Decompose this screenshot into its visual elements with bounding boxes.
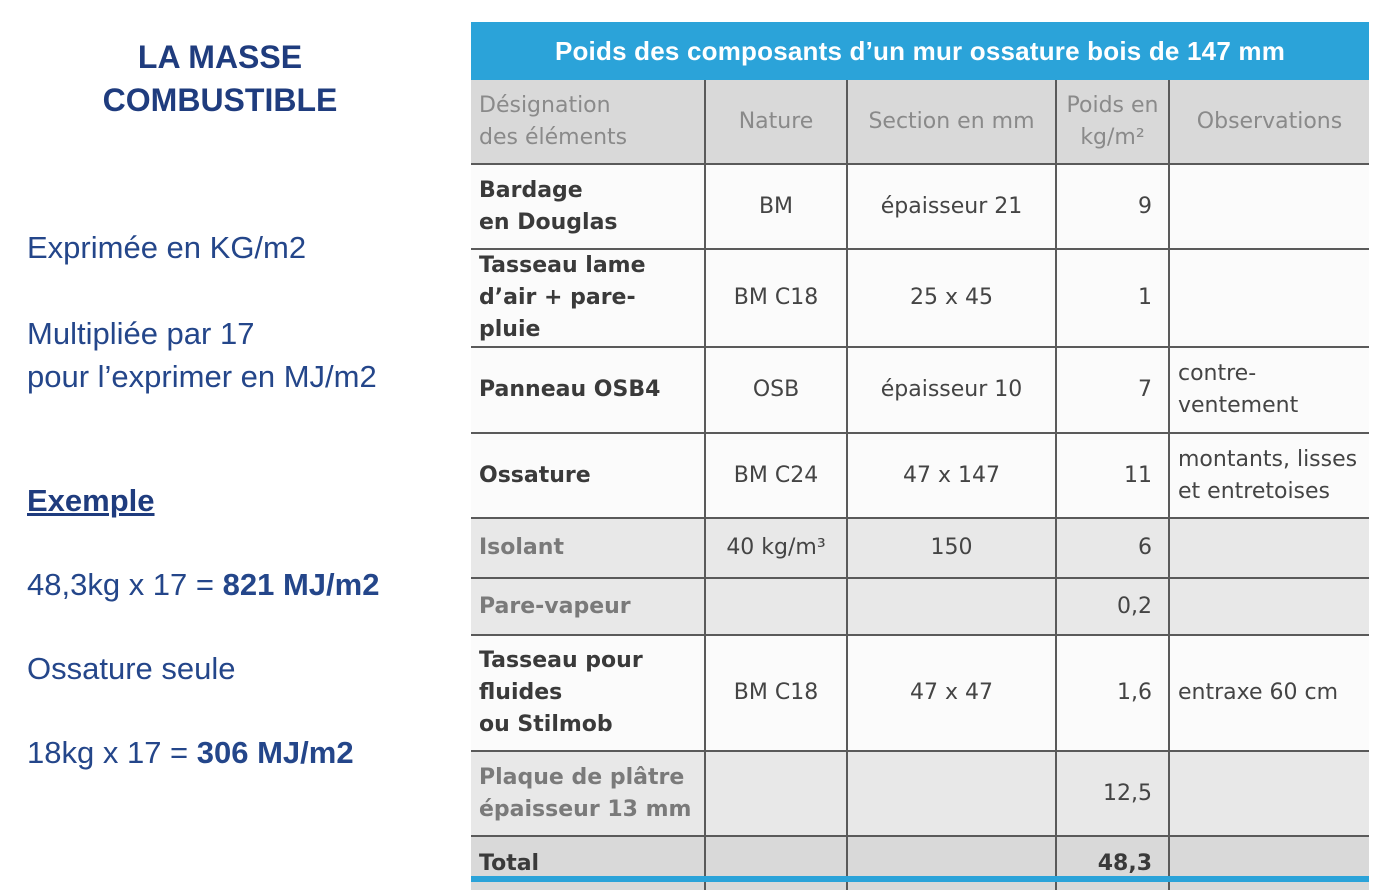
table-row: Plaque de plâtre épaisseur 13 mm 12,5 (471, 750, 1369, 837)
row-observations (1168, 577, 1369, 636)
row-section: épaisseur 21 (846, 163, 1057, 250)
expressed-text: Exprimée en KG/m2 (27, 230, 307, 265)
row-section: épaisseur 10 (846, 346, 1057, 434)
row-poids: 1 (1055, 248, 1170, 348)
table-row: Panneau OSB4 OSB épaisseur 10 7 contre-v… (471, 346, 1369, 434)
row-section: 25 x 45 (846, 248, 1057, 348)
example-2-calc: 18kg x 17 = (27, 735, 197, 770)
page-title: LA MASSE COMBUSTIBLE (20, 36, 420, 122)
left-panel: LA MASSE COMBUSTIBLE Exprimée en KG/m2 M… (0, 0, 450, 892)
row-poids: 11 (1055, 432, 1170, 519)
row-section: 150 (846, 517, 1057, 579)
example-2-result: 306 MJ/m2 (196, 735, 354, 770)
row-observations: montants, lisses et entretoises (1168, 432, 1369, 519)
example-2: 18kg x 17 = 306 MJ/m2 (27, 731, 354, 774)
row-section (846, 577, 1057, 636)
header-nature: Nature (704, 80, 848, 165)
table-row: Tasseau pour fluides ou Stilmob BM C18 47 … (471, 634, 1369, 752)
title-line-1: LA MASSE (137, 39, 303, 75)
multiplied-line-1: Multipliée par 17 (27, 316, 255, 351)
row-observations (1168, 517, 1369, 579)
row-designation: Tasseau pour fluides ou Stilmob (471, 634, 706, 752)
header-observations: Observations (1168, 80, 1369, 165)
row-nature: BM C24 (704, 432, 848, 519)
title-line-2: COMBUSTIBLE (102, 82, 338, 118)
example-heading: Exemple (27, 483, 155, 518)
row-poids: 6 (1055, 517, 1170, 579)
table-bottom-rule (471, 876, 1369, 882)
row-poids: 12,5 (1055, 750, 1170, 837)
row-section: 47 x 147 (846, 432, 1057, 519)
row-designation: Bardage en Douglas (471, 163, 706, 250)
row-section (846, 750, 1057, 837)
row-designation: Pare-vapeur (471, 577, 706, 636)
weights-table: Désignation des éléments Nature Section e… (471, 80, 1369, 890)
row-nature: OSB (704, 346, 848, 434)
row-observations (1168, 750, 1369, 837)
row-designation: Panneau OSB4 (471, 346, 706, 434)
row-nature (704, 577, 848, 636)
header-section: Section en mm (846, 80, 1057, 165)
row-observations (1168, 248, 1369, 348)
row-nature: BM (704, 163, 848, 250)
example-1: 48,3kg x 17 = 821 MJ/m2 (27, 563, 379, 606)
table-row: Tasseau lame d’air + pare-pluie BM C18 25… (471, 248, 1369, 348)
row-nature: BM C18 (704, 634, 848, 752)
row-poids: 7 (1055, 346, 1170, 434)
row-poids: 0,2 (1055, 577, 1170, 636)
row-observations (1168, 163, 1369, 250)
row-poids: 1,6 (1055, 634, 1170, 752)
table-row: Ossature BM C24 47 x 147 11 montants, li… (471, 432, 1369, 519)
row-section: 47 x 47 (846, 634, 1057, 752)
row-designation: Ossature (471, 432, 706, 519)
row-poids: 9 (1055, 163, 1170, 250)
row-observations: entraxe 60 cm (1168, 634, 1369, 752)
row-nature: BM C18 (704, 248, 848, 348)
row-designation: Tasseau lame d’air + pare-pluie (471, 248, 706, 348)
table-row: Bardage en Douglas BM épaisseur 21 9 (471, 163, 1369, 250)
ossature-label: Ossature seule (27, 651, 236, 686)
header-designation: Désignation des éléments (471, 80, 706, 165)
row-nature: 40 kg/m³ (704, 517, 848, 579)
row-designation: Isolant (471, 517, 706, 579)
row-designation: Plaque de plâtre épaisseur 13 mm (471, 750, 706, 837)
row-nature (704, 750, 848, 837)
table-title: Poids des composants d’un mur ossature b… (471, 22, 1369, 80)
table-header-row: Désignation des éléments Nature Section e… (471, 80, 1369, 165)
table-row: Isolant 40 kg/m³ 150 6 (471, 517, 1369, 579)
example-1-result: 821 MJ/m2 (222, 567, 380, 602)
example-1-calc: 48,3kg x 17 = (27, 567, 223, 602)
multiplied-line-2: pour l’exprimer en MJ/m2 (27, 359, 377, 394)
weights-table-card: Poids des composants d’un mur ossature b… (471, 22, 1369, 890)
header-poids: Poids en kg/m² (1055, 80, 1170, 165)
table-row: Pare-vapeur 0,2 (471, 577, 1369, 636)
row-observations: contre-ventement (1168, 346, 1369, 434)
